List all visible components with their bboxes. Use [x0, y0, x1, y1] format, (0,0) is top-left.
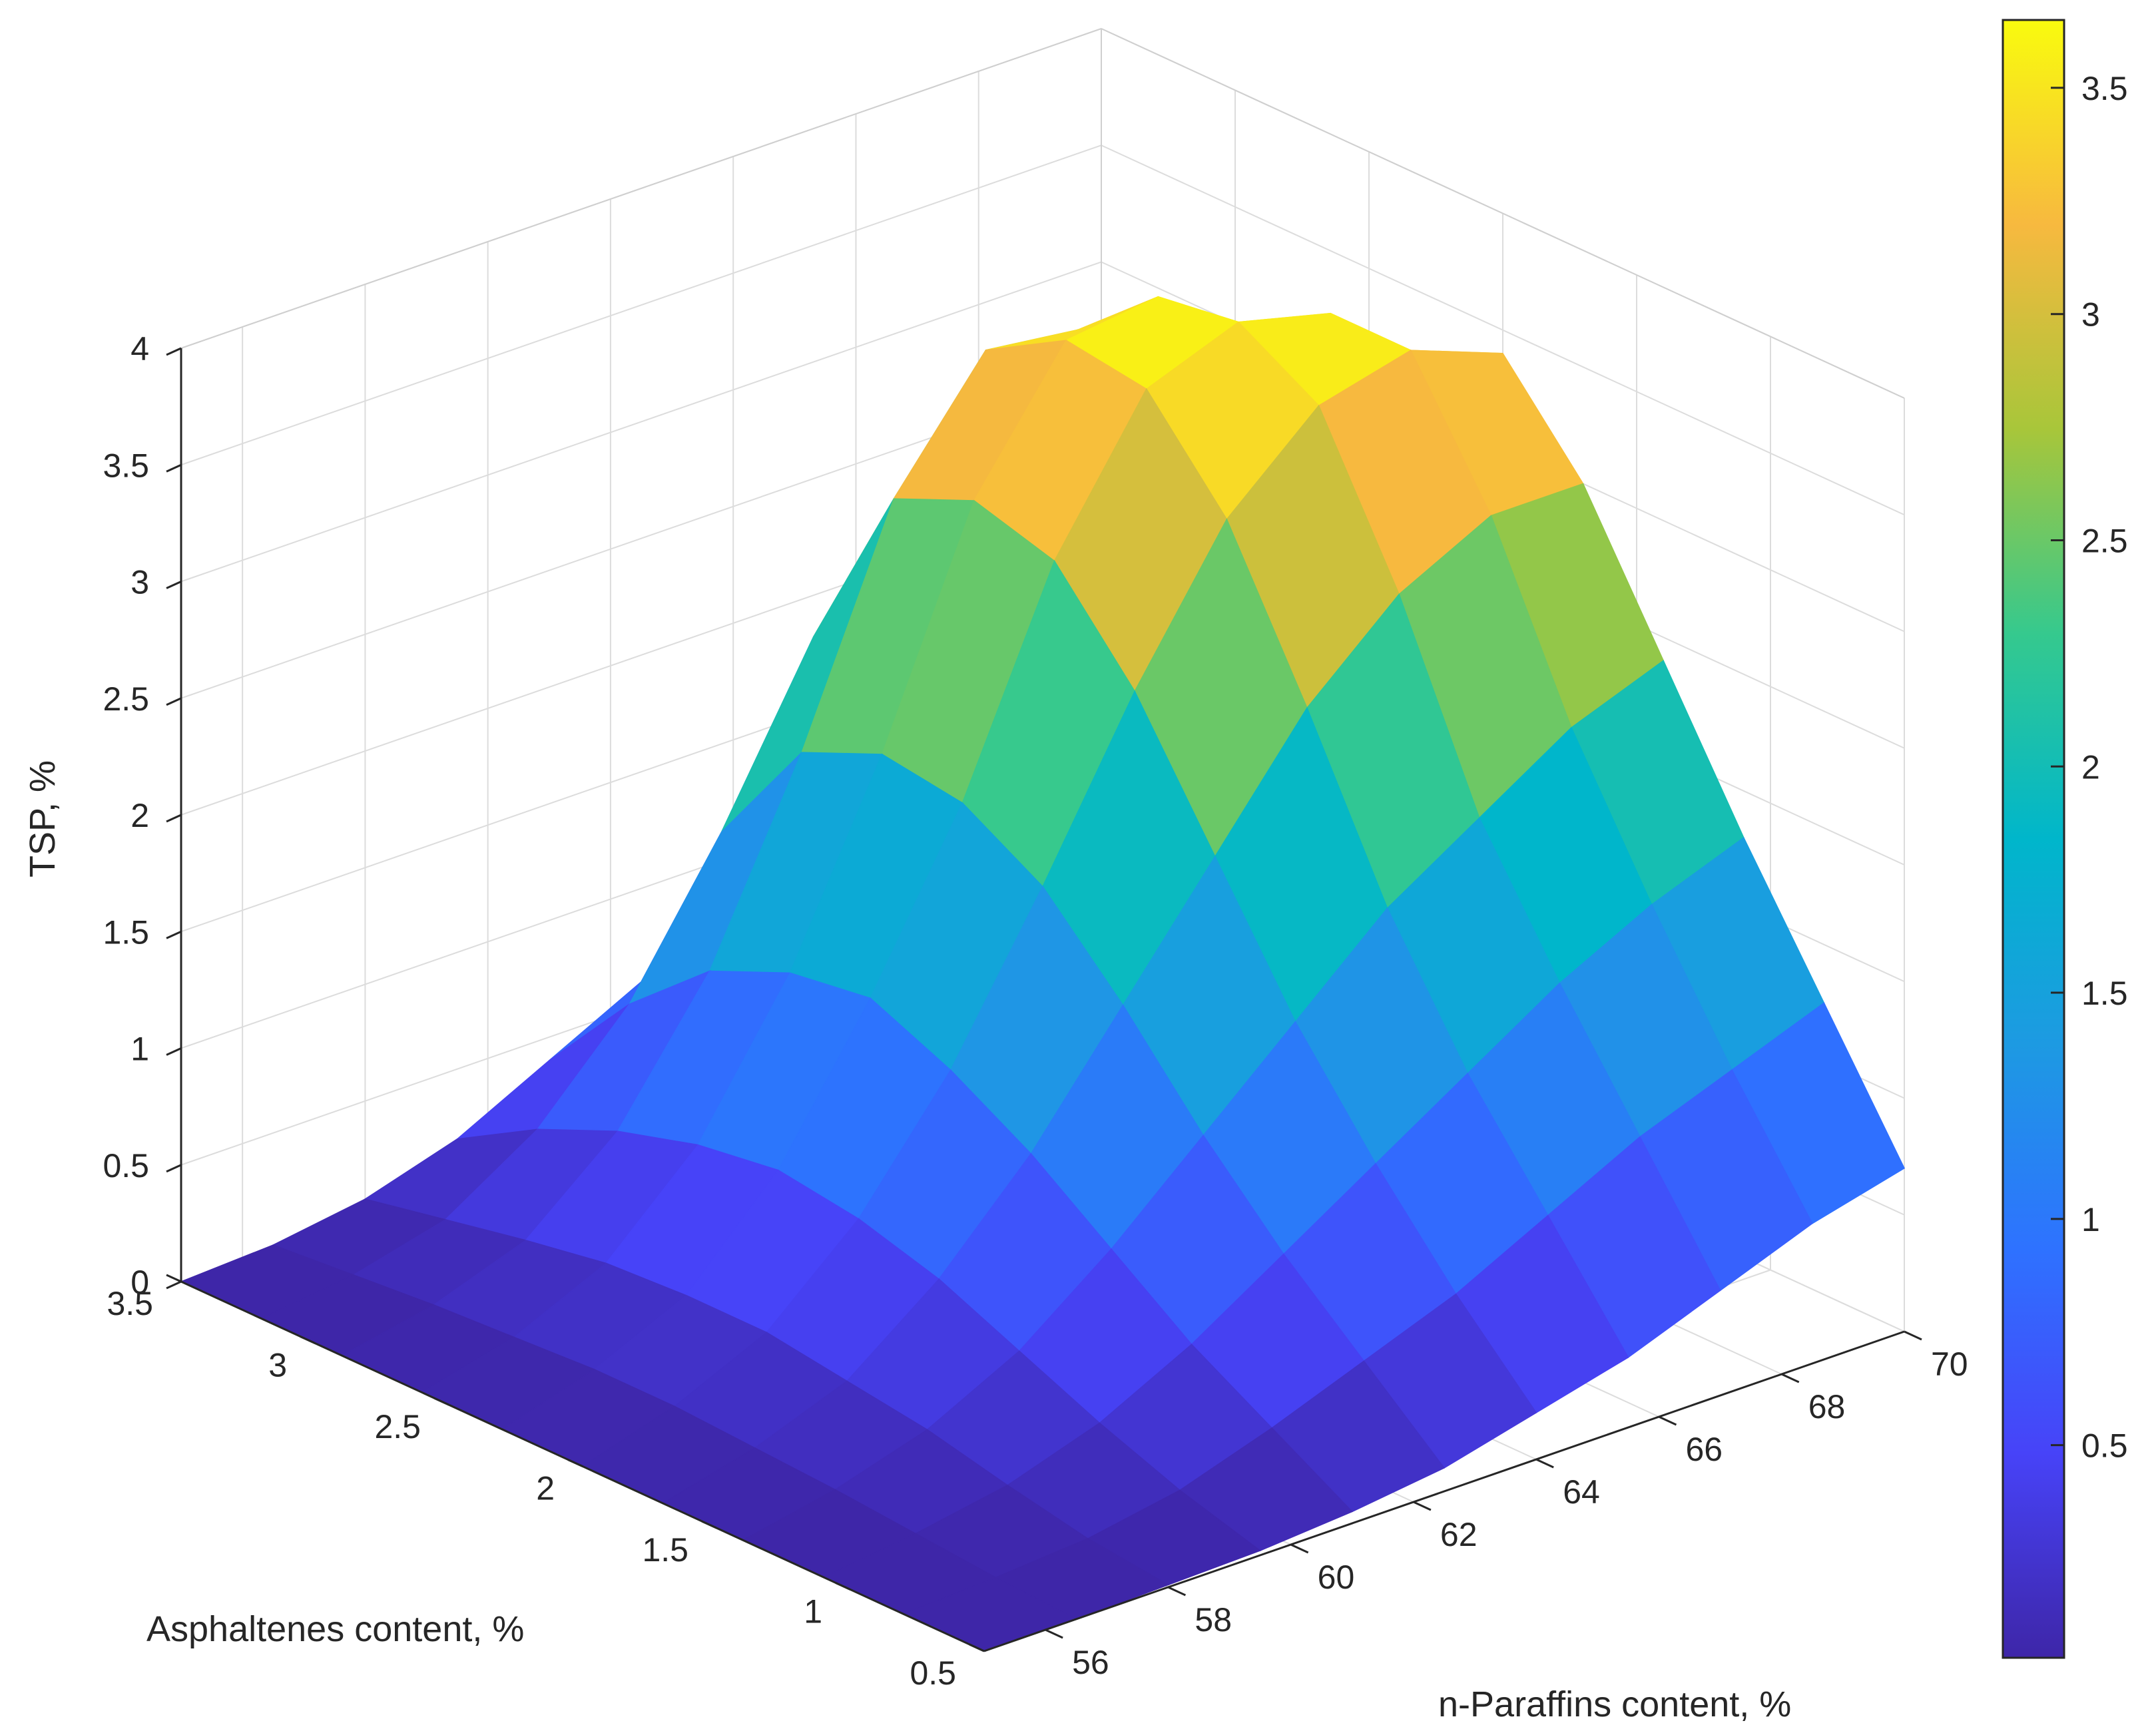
z-tick-mark — [166, 581, 182, 589]
z-tick-mark — [166, 347, 182, 356]
y-tick-label: 2 — [536, 1470, 555, 1507]
y-axis-label: Asphaltenes content, % — [146, 1609, 524, 1649]
y-tick-label: 3.5 — [107, 1285, 153, 1322]
z-tick-mark — [166, 1047, 182, 1056]
grid-line — [180, 144, 1102, 466]
z-tick-label: 1.5 — [103, 913, 149, 951]
y-tick-mark — [567, 1459, 583, 1467]
y-tick-mark — [300, 1336, 316, 1344]
z-tick-label: 3.5 — [103, 447, 149, 484]
colorbar-ticks: 0.5 1 1.5 2 2.5 3 3.5 — [2051, 70, 2128, 1465]
z-tick-label: 0 — [131, 1264, 149, 1301]
colorbar-tick-label: 3.5 — [2081, 70, 2128, 107]
z-tick-label: 3 — [131, 564, 149, 601]
colorbar: 0.5 1 1.5 2 2.5 3 3.5 — [2002, 19, 2128, 1659]
x-tick-label: 66 — [1685, 1431, 1723, 1468]
x-tick-label: 62 — [1440, 1516, 1478, 1553]
z-tick-mark — [166, 697, 182, 706]
colorbar-tick-label: 1.5 — [2081, 975, 2128, 1012]
y-tick-label: 1 — [804, 1593, 822, 1630]
z-tick-label: 0.5 — [103, 1147, 149, 1184]
y-tick-mark — [166, 1274, 182, 1283]
z-tick-mark — [166, 1280, 182, 1290]
x-tick-mark — [1904, 1330, 1922, 1341]
x-tick-label: 56 — [1072, 1644, 1109, 1681]
colorbar-tick-label: 1 — [2081, 1201, 2100, 1238]
x-tick-mark — [1413, 1501, 1432, 1511]
x-tick-label: 70 — [1931, 1346, 1968, 1383]
z-axis-ticks: 0 0.5 1 1.5 2 2.5 3 3.5 4 — [103, 330, 182, 1301]
grid-edge — [1101, 28, 1905, 399]
colorbar-tick-label: 3 — [2081, 296, 2100, 334]
colorbar-gradient — [2002, 19, 2065, 1659]
z-tick-mark — [166, 930, 182, 939]
y-tick-label: 1.5 — [642, 1531, 688, 1569]
colorbar-tick-label: 2.5 — [2081, 522, 2128, 559]
x-tick-mark — [1045, 1628, 1063, 1639]
x-tick-label: 60 — [1318, 1559, 1355, 1596]
y-tick-label: 2.5 — [374, 1408, 421, 1445]
x-tick-mark — [1781, 1373, 1800, 1383]
x-tick-mark — [1658, 1415, 1677, 1426]
z-tick-mark — [166, 1164, 182, 1173]
y-tick-mark — [701, 1520, 717, 1529]
x-tick-mark — [1290, 1543, 1309, 1554]
x-tick-mark — [1167, 1586, 1187, 1597]
z-tick-label: 2.5 — [103, 680, 149, 718]
x-axis-ticks: 56 58 60 62 64 66 68 70 — [1045, 1330, 1968, 1681]
z-axis-label: TSP, % — [23, 760, 63, 877]
x-axis-label: n-Paraffins content, % — [1438, 1684, 1791, 1724]
y-axis-ticks: 0.5 1 1.5 2 2.5 3 3.5 — [107, 1274, 985, 1692]
y-tick-mark — [969, 1643, 985, 1652]
x-tick-label: 58 — [1195, 1601, 1232, 1638]
x-tick-mark — [1535, 1458, 1554, 1469]
z-tick-label: 4 — [131, 330, 149, 368]
grid-line — [180, 261, 1102, 583]
x-tick-label: 64 — [1563, 1473, 1600, 1511]
grid-line — [1101, 144, 1905, 516]
y-tick-mark — [433, 1397, 449, 1406]
z-tick-mark — [166, 814, 182, 823]
surface-mesh — [180, 296, 1905, 1652]
x-axis-line — [983, 1330, 1905, 1652]
colorbar-tick-label: 0.5 — [2081, 1427, 2128, 1465]
x-tick-label: 68 — [1808, 1388, 1846, 1425]
colorbar-tick-label: 2 — [2081, 748, 2100, 786]
y-tick-label: 0.5 — [910, 1654, 956, 1692]
y-tick-mark — [835, 1582, 851, 1591]
z-tick-label: 2 — [131, 797, 149, 834]
z-tick-mark — [166, 463, 182, 473]
grid-edge — [180, 28, 1102, 349]
z-tick-label: 1 — [131, 1031, 149, 1068]
y-tick-label: 3 — [268, 1347, 287, 1384]
